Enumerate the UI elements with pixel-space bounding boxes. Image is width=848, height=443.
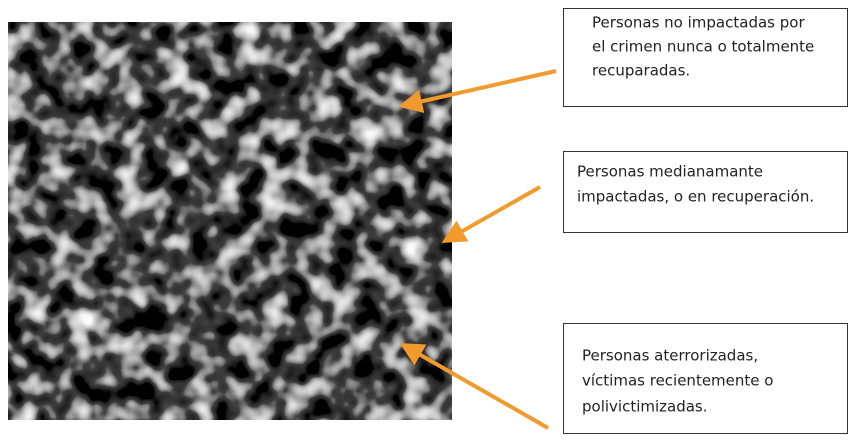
arrow	[399, 343, 549, 430]
annotation-text: Personas medianamante	[577, 163, 763, 181]
annotation-text: recuparadas.	[592, 62, 690, 80]
annotation-text: Personas aterrorizadas,	[582, 347, 758, 365]
arrow	[441, 185, 541, 243]
annotation-text: el crimen nunca o totalmente	[592, 38, 814, 56]
arrow	[398, 69, 557, 114]
annotation-box	[563, 323, 848, 434]
annotation-text: Personas no impactadas por	[592, 14, 805, 32]
annotation-box	[563, 151, 848, 233]
annotation-text: impactadas, o en recuperación.	[577, 188, 814, 206]
annotation-text: polivictimizadas.	[582, 398, 708, 416]
annotation-text: víctimas recientemente o	[582, 372, 773, 390]
annotation-box	[563, 8, 848, 107]
noise-image	[8, 22, 452, 420]
